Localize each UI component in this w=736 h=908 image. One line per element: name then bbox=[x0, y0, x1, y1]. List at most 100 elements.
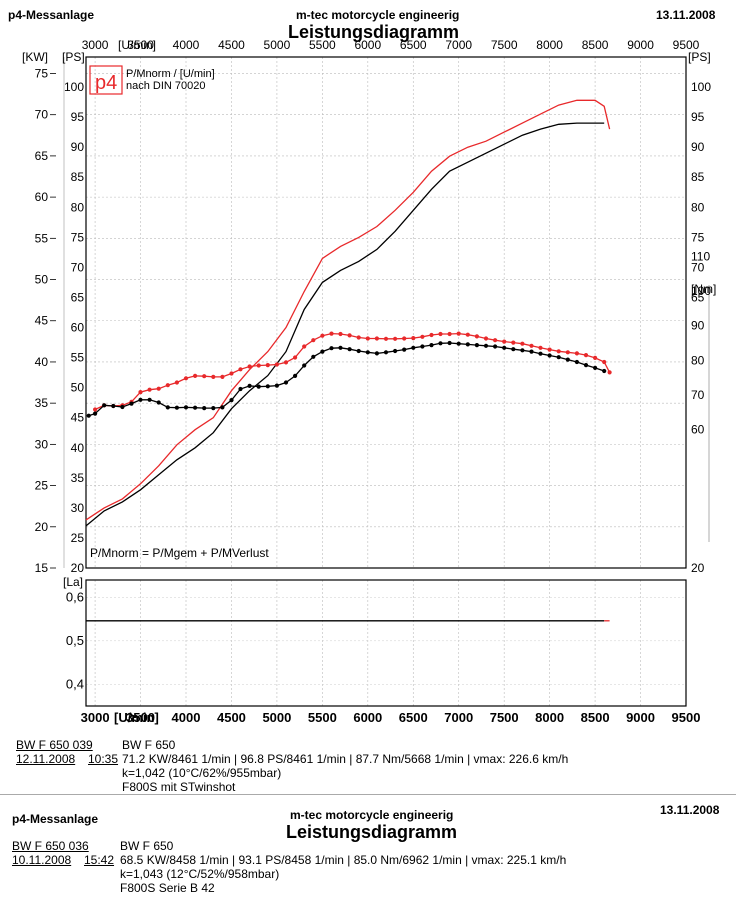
kw-tick-75: 75 bbox=[35, 66, 49, 80]
point-run2-8000 bbox=[547, 353, 552, 358]
point-run2-4700 bbox=[247, 383, 252, 388]
point-run1-6600 bbox=[420, 334, 425, 339]
bottom-tick-3500: 3500 bbox=[126, 710, 155, 725]
dyno-chart: 3000 3000 3500 3500 4000 4000 4500 4500 5000 5000… bbox=[22, 38, 716, 725]
run1-results: 71.2 KW/8461 1/min | 96.8 PS/8461 1/min … bbox=[122, 752, 569, 766]
point-run2-3500 bbox=[138, 397, 143, 402]
point-run2-7800 bbox=[529, 349, 534, 354]
top-tick-3000: 3000 bbox=[82, 38, 109, 52]
curve-power_ps-run1 bbox=[85, 99, 611, 521]
point-run1-7900 bbox=[538, 345, 543, 350]
point-run2-8600 bbox=[602, 368, 607, 374]
ps-tick-left-40: 40 bbox=[71, 441, 85, 455]
point-run2-6900 bbox=[447, 340, 452, 346]
point-run1-5500 bbox=[320, 333, 325, 338]
bottom-tick-3000: 3000 bbox=[81, 710, 110, 725]
curve-power_ps-run2 bbox=[85, 122, 605, 527]
point-run1-8100 bbox=[556, 349, 561, 354]
point-run1-5400 bbox=[311, 338, 316, 343]
top-axis-unit: [U/min] bbox=[118, 38, 156, 52]
point-run2-6300 bbox=[393, 348, 398, 354]
point-run1-7000 bbox=[456, 331, 461, 336]
top-tick-8500: 8500 bbox=[582, 38, 609, 52]
run1-date: 12.11.2008 bbox=[16, 752, 76, 766]
point-run2-7000 bbox=[456, 341, 461, 346]
point-run1-5300 bbox=[302, 344, 307, 349]
formula: P/Mnorm = P/Mgem + P/MVerlust bbox=[90, 546, 269, 560]
header-left: p4-Messanlage bbox=[8, 8, 95, 22]
point-run1-3500 bbox=[138, 390, 143, 395]
legend-line2: nach DIN 70020 bbox=[126, 80, 206, 92]
nm-unit: [Nm] bbox=[691, 282, 716, 296]
point-run1-8000 bbox=[547, 347, 552, 352]
footer-title: Leistungsdiagramm bbox=[286, 822, 458, 842]
p4-logo: p4 bbox=[95, 72, 117, 94]
point-run2-5900 bbox=[356, 348, 361, 354]
bottom-tick-5000: 5000 bbox=[262, 710, 291, 725]
ps-tick-left-35: 35 bbox=[71, 471, 85, 485]
point-run1-8200 bbox=[565, 350, 570, 355]
point-run1-6300 bbox=[393, 336, 398, 341]
point-run2-3900 bbox=[174, 405, 179, 410]
point-run1-5900 bbox=[356, 335, 361, 340]
point-run1-7800 bbox=[529, 343, 534, 348]
point-run1-5700 bbox=[338, 331, 343, 337]
chart-grid bbox=[86, 57, 686, 706]
point-run1-4200 bbox=[202, 374, 207, 379]
lambda-tick-2: 0,6 bbox=[66, 589, 84, 604]
top-tick-6500: 6500 bbox=[400, 38, 427, 52]
top-tick-9000: 9000 bbox=[627, 38, 654, 52]
run2-id: BW F 650 036 bbox=[12, 839, 89, 853]
ps-unit-right: [PS] bbox=[688, 50, 711, 64]
point-run1-8400 bbox=[583, 353, 589, 358]
kw-unit: [KW] bbox=[22, 50, 48, 64]
point-run2-8200 bbox=[565, 357, 570, 362]
point-run1-6500 bbox=[411, 336, 416, 341]
point-run1-6200 bbox=[383, 336, 389, 341]
point-run1-5200 bbox=[293, 355, 298, 360]
kw-tick-15: 15 bbox=[35, 561, 49, 575]
point-run1-5000 bbox=[274, 362, 279, 367]
point-run2-3100 bbox=[102, 403, 107, 408]
point-run1-6900 bbox=[447, 331, 452, 337]
point-run2-4400 bbox=[220, 405, 225, 410]
bottom-tick-7000: 7000 bbox=[444, 710, 473, 725]
point-run2-5100 bbox=[283, 380, 289, 385]
point-run2-8500 bbox=[593, 365, 598, 370]
point-run2-6400 bbox=[402, 347, 407, 352]
ps-tick-left-45: 45 bbox=[71, 411, 85, 425]
nm-tick-70: 70 bbox=[691, 388, 705, 402]
point-run1-6400 bbox=[402, 336, 407, 341]
ps-tick-left-95: 95 bbox=[71, 110, 85, 124]
point-run2-4900 bbox=[265, 384, 270, 389]
point-run2-3700 bbox=[156, 400, 161, 405]
point-run1-3000 bbox=[93, 407, 98, 412]
top-tick-4000: 4000 bbox=[173, 38, 200, 52]
run2-time: 15:42 bbox=[84, 853, 115, 867]
footer-left: p4-Messanlage bbox=[12, 812, 99, 826]
kw-tick-20: 20 bbox=[35, 520, 49, 534]
point-run1-7500 bbox=[502, 339, 507, 344]
top-tick-5000: 5000 bbox=[264, 38, 291, 52]
point-run2-5400 bbox=[311, 354, 316, 359]
point-run2-3000 bbox=[93, 411, 98, 416]
point-run2-4200 bbox=[202, 406, 207, 411]
ps-tick-left-90: 90 bbox=[71, 140, 85, 154]
point-run1-3800 bbox=[165, 383, 170, 388]
point-run2-4000 bbox=[183, 405, 189, 410]
point-run1-3900 bbox=[174, 380, 179, 385]
ps-tick-left-80: 80 bbox=[71, 200, 85, 214]
ps-tick-left-20: 20 bbox=[71, 561, 85, 575]
legend-line1: P/Mnorm / [U/min] bbox=[126, 68, 215, 80]
point-run1-7600 bbox=[511, 340, 516, 345]
point-run2-5800 bbox=[347, 347, 352, 352]
point-run2-3400 bbox=[129, 401, 134, 406]
top-tick-7500: 7500 bbox=[491, 38, 518, 52]
point-run1-4600 bbox=[238, 367, 243, 372]
point-run1-5100 bbox=[283, 360, 289, 365]
run2-results: 68.5 KW/8458 1/min | 93.1 PS/8458 1/min … bbox=[120, 853, 567, 867]
bottom-tick-5500: 5500 bbox=[308, 710, 337, 725]
point-run1-5600 bbox=[329, 331, 334, 336]
point-run1-7700 bbox=[520, 341, 525, 346]
lambda-plot-frame bbox=[85, 579, 687, 707]
